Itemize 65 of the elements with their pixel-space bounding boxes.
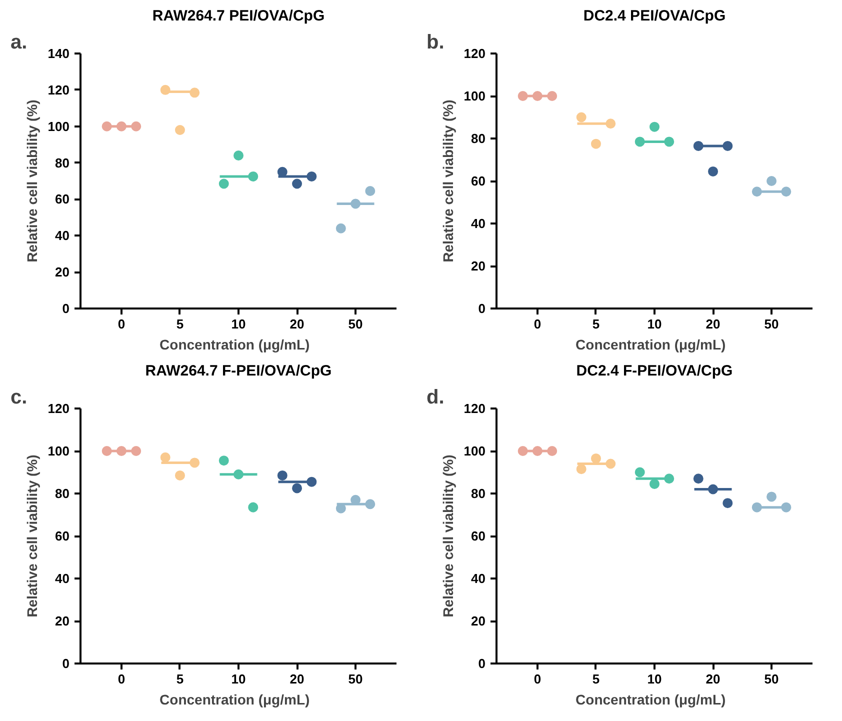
y-axis-title: Relative cell viability (%) <box>24 100 40 262</box>
x-tick-label: 0 <box>118 316 126 332</box>
x-tick-label: 10 <box>231 316 246 332</box>
x-axis-title: Concentration (μg/mL) <box>160 336 310 352</box>
y-tick-label: 100 <box>48 118 70 134</box>
y-tick-label: 80 <box>55 155 70 170</box>
x-tick-label: 20 <box>290 316 304 332</box>
y-tick-label: 100 <box>48 444 70 458</box>
y-tick-label: 40 <box>55 571 70 586</box>
x-tick-label: 0 <box>534 672 542 686</box>
x-tick-label: 5 <box>176 316 184 332</box>
y-tick-label: 40 <box>471 571 486 586</box>
y-tick-label: 0 <box>478 656 486 671</box>
x-tick-label: 5 <box>592 316 600 332</box>
text: a. <box>10 32 28 54</box>
y-tick-label: 20 <box>471 258 486 274</box>
text: c. <box>10 386 28 408</box>
text: d. <box>426 386 444 408</box>
y-tick-label: 20 <box>55 264 70 280</box>
text: b. <box>426 32 444 54</box>
y-tick-label: 80 <box>55 486 70 501</box>
y-tick-label: 40 <box>55 228 70 244</box>
y-axis-title: Relative cell viability (%) <box>440 454 456 618</box>
y-tick-label: 60 <box>55 528 70 544</box>
chart-title: DC2.4 F-PEI/OVA/CpG <box>576 362 733 380</box>
y-tick-label: 20 <box>471 614 486 628</box>
y-tick-label: 0 <box>62 656 70 671</box>
y-tick-label: 80 <box>471 131 486 146</box>
y-tick-label: 120 <box>48 82 70 98</box>
chart-title: DC2.4 PEI/OVA/CpG <box>583 8 726 24</box>
y-tick-label: 140 <box>48 46 70 61</box>
x-tick-label: 50 <box>348 316 363 332</box>
x-tick-label: 5 <box>592 672 600 686</box>
y-tick-label: 80 <box>471 486 486 501</box>
chart-title: RAW264.7 PEI/OVA/CpG <box>152 8 325 24</box>
y-tick-label: 100 <box>464 88 486 104</box>
y-tick-label: 20 <box>55 614 70 628</box>
x-tick-label: 5 <box>176 672 184 686</box>
x-tick-label: 0 <box>534 316 542 332</box>
y-tick-label: 100 <box>464 444 486 458</box>
y-tick-label: 0 <box>62 301 70 316</box>
y-tick-label: 120 <box>464 46 486 61</box>
x-tick-label: 10 <box>231 672 246 686</box>
x-tick-label: 20 <box>706 672 720 686</box>
x-tick-label: 50 <box>764 672 779 686</box>
y-tick-label: 40 <box>471 216 486 231</box>
x-tick-label: 10 <box>647 316 662 332</box>
x-tick-label: 0 <box>118 672 126 686</box>
x-tick-label: 20 <box>706 316 720 332</box>
x-axis-title: Concentration (μg/mL) <box>576 692 726 708</box>
x-tick-label: 20 <box>290 672 304 686</box>
x-axis-title: Concentration (μg/mL) <box>576 336 726 352</box>
y-tick-label: 60 <box>471 174 486 188</box>
x-tick-label: 50 <box>764 316 779 332</box>
y-axis-title: Relative cell viability (%) <box>440 100 456 262</box>
y-tick-label: 120 <box>464 401 486 416</box>
y-tick-label: 120 <box>48 401 70 416</box>
chart-title: RAW264.7 F-PEI/OVA/CpG <box>145 362 332 380</box>
y-tick-label: 60 <box>471 528 486 544</box>
x-tick-label: 50 <box>348 672 363 686</box>
y-tick-label: 60 <box>55 192 70 207</box>
y-axis-title: Relative cell viability (%) <box>24 454 40 618</box>
y-tick-label: 0 <box>478 301 486 316</box>
x-axis-title: Concentration (μg/mL) <box>160 692 310 708</box>
x-tick-label: 10 <box>647 672 662 686</box>
